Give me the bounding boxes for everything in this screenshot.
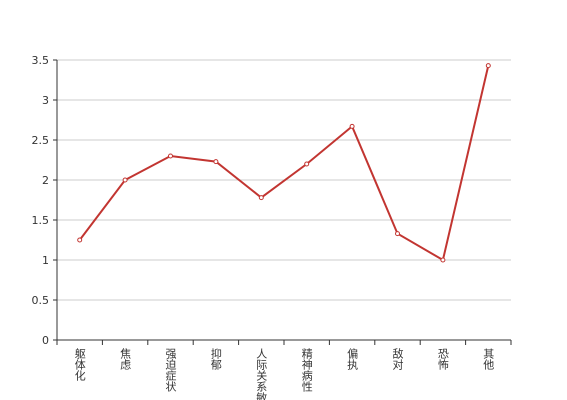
- y-tick-label: 3.5: [32, 54, 50, 67]
- x-tick-label: 恐怖: [436, 348, 449, 370]
- y-tick-label: 2: [42, 174, 49, 187]
- x-tick-label: 强迫症状: [164, 348, 177, 392]
- point: [258, 195, 264, 201]
- point: [77, 237, 83, 243]
- y-tick-label: 1.5: [32, 214, 50, 227]
- y-tick-label: 0: [42, 334, 49, 347]
- point: [485, 63, 491, 69]
- x-tick-label: 偏执: [346, 347, 359, 371]
- y-tick-label: 0.5: [32, 294, 50, 307]
- x-tick-label: 躯体化: [73, 348, 86, 382]
- point: [304, 161, 310, 167]
- x-tick-label: 抑郁: [209, 347, 222, 370]
- x-tick-label: 人际关系敏感: [255, 348, 268, 400]
- y-tick-label: 3: [42, 94, 49, 107]
- point: [349, 123, 355, 129]
- x-tick-label: 精神病性: [300, 348, 313, 393]
- x-tick-label: 敌对: [391, 347, 404, 370]
- y-tick-label: 1: [42, 254, 49, 267]
- point: [213, 159, 219, 165]
- point: [395, 231, 400, 237]
- point: [440, 257, 446, 263]
- point: [122, 177, 128, 183]
- line: [78, 65, 490, 262]
- x-tick-label: 其他: [482, 348, 495, 370]
- point: [168, 153, 173, 159]
- x-tick-label: 焦虑: [119, 348, 132, 370]
- y-tick-label: 2.5: [32, 134, 50, 147]
